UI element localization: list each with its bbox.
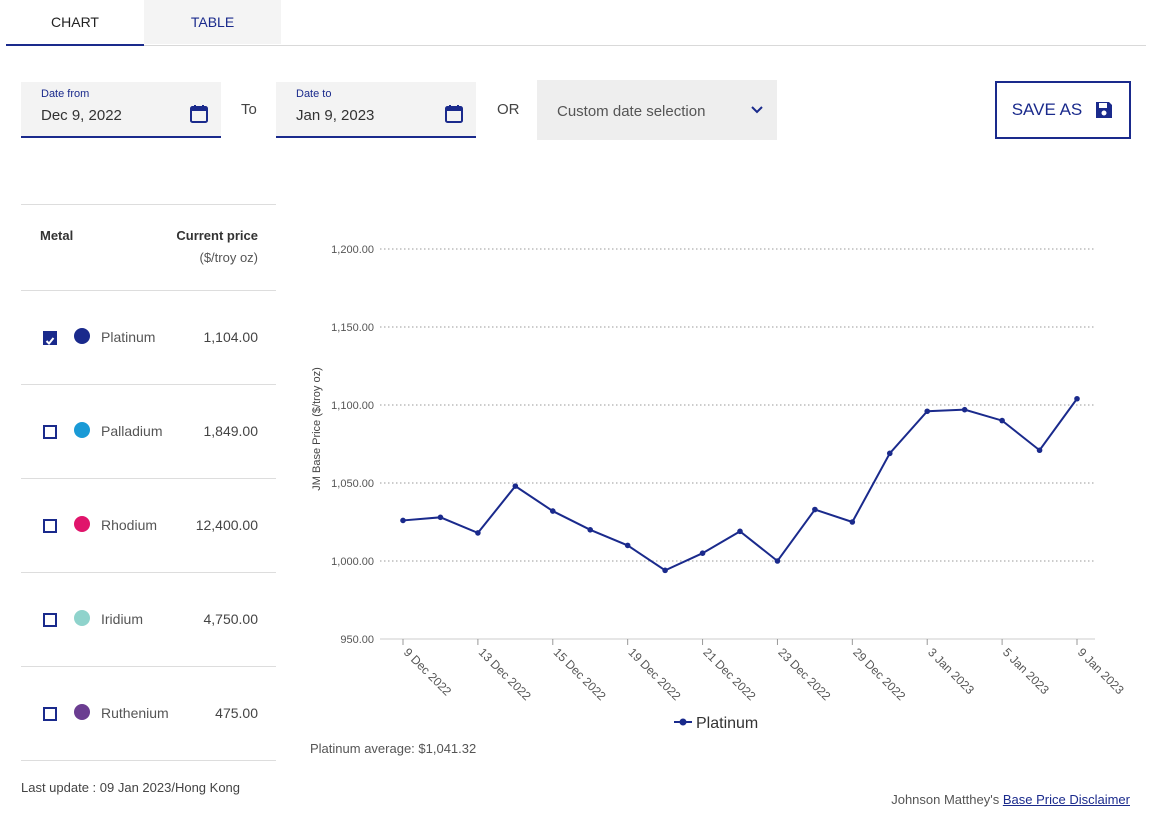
- date-to-label: Date to: [296, 88, 332, 100]
- header-unit: ($/troy oz): [199, 250, 258, 265]
- data-point[interactable]: [624, 542, 631, 549]
- y-tick-label: 950.00: [340, 634, 374, 646]
- data-point[interactable]: [549, 508, 556, 514]
- data-point[interactable]: [999, 417, 1005, 424]
- date-from-value: Dec 9, 2022: [41, 107, 122, 124]
- ruthenium-checkbox[interactable]: [43, 707, 57, 721]
- header-metal: Metal: [40, 228, 74, 243]
- y-tick-label: 1,000.00: [331, 556, 374, 568]
- x-tick-label: 3 Jan 2023: [925, 645, 977, 697]
- x-tick-label: 19 Dec 2022: [626, 645, 684, 703]
- metal-name: Iridium: [101, 611, 144, 627]
- metal-name: Palladium: [101, 423, 163, 439]
- data-point[interactable]: [886, 450, 893, 457]
- series-line-platinum: [402, 398, 1078, 572]
- legend-marker: [679, 718, 687, 726]
- data-point[interactable]: [774, 558, 781, 564]
- platinum-checkbox[interactable]: [43, 331, 57, 345]
- metal-name: Platinum: [101, 329, 156, 345]
- y-tick-label: 1,200.00: [331, 244, 374, 256]
- or-label: OR: [497, 101, 520, 118]
- metals-table-header: Metal Current price ($/troy oz): [21, 205, 276, 291]
- to-label: To: [241, 101, 257, 118]
- palladium-color-dot: [74, 422, 90, 438]
- tab-bar: CHART TABLE: [6, 0, 1146, 46]
- metal-price: 4,750.00: [203, 611, 259, 627]
- ruthenium-color-dot: [74, 704, 90, 720]
- data-point[interactable]: [662, 567, 668, 574]
- y-tick-label: 1,050.00: [331, 478, 374, 490]
- date-from-field[interactable]: Date from Dec 9, 2022: [21, 82, 221, 138]
- x-tick-label: 23 Dec 2022: [775, 645, 833, 703]
- calendar-icon[interactable]: [444, 104, 464, 124]
- metal-price: 1,104.00: [203, 329, 259, 345]
- tab-table[interactable]: TABLE: [144, 0, 281, 44]
- y-tick-label: 1,100.00: [331, 400, 374, 412]
- last-update: Last update : 09 Jan 2023/Hong Kong: [21, 780, 241, 795]
- metal-price: 475.00: [215, 705, 258, 721]
- data-point[interactable]: [475, 530, 481, 536]
- data-point[interactable]: [587, 527, 594, 533]
- rhodium-checkbox[interactable]: [43, 519, 57, 533]
- iridium-checkbox[interactable]: [43, 613, 57, 627]
- disclaimer: Johnson Matthey's Base Price Disclaimer: [891, 792, 1130, 807]
- data-point[interactable]: [737, 528, 743, 535]
- date-from-label: Date from: [41, 88, 90, 100]
- chevron-down-icon: [751, 106, 763, 114]
- data-point[interactable]: [1036, 447, 1043, 454]
- x-tick-label: 9 Dec 2022: [401, 645, 455, 699]
- platinum-average: Platinum average: $1,041.32: [310, 741, 477, 756]
- data-point[interactable]: [812, 506, 818, 513]
- custom-date-select[interactable]: Custom date selection: [537, 80, 777, 140]
- metal-name: Rhodium: [101, 517, 158, 533]
- iridium-color-dot: [74, 610, 90, 626]
- data-point[interactable]: [849, 519, 856, 525]
- x-tick-label: 15 Dec 2022: [551, 645, 609, 703]
- metal-row-platinum: Platinum 1,104.00: [21, 291, 276, 385]
- palladium-checkbox[interactable]: [43, 425, 57, 439]
- custom-date-select-value: Custom date selection: [557, 103, 706, 120]
- metal-row-palladium: Palladium 1,849.00: [21, 385, 276, 479]
- metal-price: 12,400.00: [195, 517, 258, 533]
- checkmark-icon: [45, 337, 55, 345]
- x-tick-label: 13 Dec 2022: [476, 645, 534, 703]
- x-tick-label: 9 Jan 2023: [1075, 645, 1127, 697]
- metal-row-ruthenium: Ruthenium 475.00: [21, 667, 276, 761]
- legend-label[interactable]: Platinum: [696, 715, 758, 732]
- tab-chart[interactable]: CHART: [6, 0, 144, 46]
- disclaimer-prefix: Johnson Matthey's: [891, 792, 1000, 807]
- data-point[interactable]: [961, 406, 968, 413]
- x-tick-label: 5 Jan 2023: [1000, 645, 1052, 697]
- metal-name: Ruthenium: [101, 705, 169, 721]
- save-icon: [1096, 102, 1113, 118]
- data-point[interactable]: [1074, 395, 1080, 402]
- metal-price: 1,849.00: [203, 423, 259, 439]
- calendar-icon[interactable]: [189, 104, 209, 124]
- rhodium-color-dot: [74, 516, 90, 532]
- metal-row-rhodium: Rhodium 12,400.00: [21, 479, 276, 573]
- y-tick-label: 1,150.00: [331, 322, 374, 334]
- metal-row-iridium: Iridium 4,750.00: [21, 573, 276, 667]
- platinum-color-dot: [74, 328, 90, 344]
- save-as-label: SAVE AS: [1011, 100, 1083, 119]
- header-current-price: Current price: [176, 228, 258, 243]
- disclaimer-link[interactable]: Base Price Disclaimer: [1002, 792, 1130, 807]
- data-point[interactable]: [512, 483, 519, 489]
- data-point[interactable]: [699, 550, 706, 556]
- price-chart: 1,200.00 1,150.00 1,100.00 1,050.00 1,000.00…: [311, 244, 1127, 732]
- x-tick-label: 29 Dec 2022: [850, 645, 908, 703]
- date-to-field[interactable]: Date to Jan 9, 2023: [276, 82, 476, 138]
- data-point[interactable]: [437, 514, 444, 521]
- x-tick-label: 21 Dec 2022: [700, 645, 758, 703]
- data-point[interactable]: [924, 408, 931, 415]
- date-to-value: Jan 9, 2023: [296, 107, 375, 124]
- metals-table: Metal Current price ($/troy oz) Platinum…: [21, 204, 276, 761]
- data-point[interactable]: [400, 517, 406, 524]
- save-as-button[interactable]: SAVE AS: [995, 81, 1131, 139]
- y-axis-label: JM Base Price ($/troy oz): [311, 367, 323, 490]
